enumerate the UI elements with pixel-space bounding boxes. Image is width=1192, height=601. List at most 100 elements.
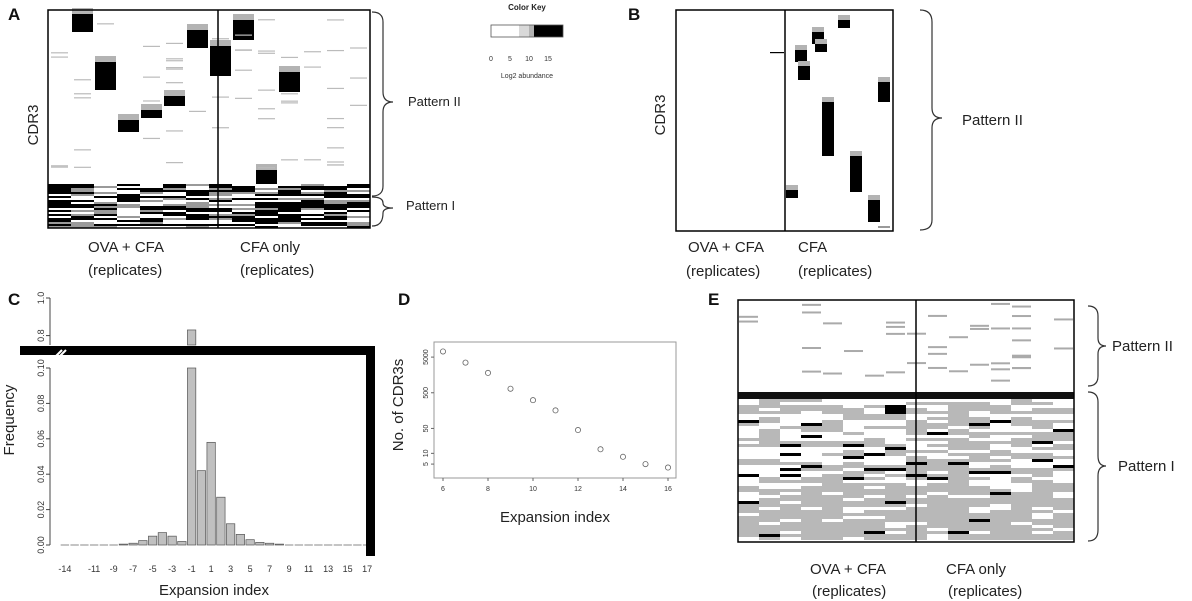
heatmap-cell xyxy=(1053,453,1074,456)
heatmap-cell xyxy=(969,507,990,510)
heatmap-cell xyxy=(186,208,209,210)
heatmap-cell xyxy=(802,311,821,314)
heatmap-cell xyxy=(864,402,885,405)
heatmap-cell xyxy=(143,100,160,102)
heatmap-cell xyxy=(1053,519,1074,522)
heatmap-cell xyxy=(801,468,822,471)
heatmap-cell xyxy=(1032,531,1053,534)
heatmap-cell xyxy=(885,513,906,516)
heatmap-cell xyxy=(1053,408,1074,411)
heatmap-cell xyxy=(278,192,301,194)
heatmap-cell xyxy=(759,534,780,537)
x-tick-label: 16 xyxy=(664,486,672,493)
heatmap-cell xyxy=(822,462,843,465)
heatmap-cell xyxy=(927,525,948,528)
heatmap-cell xyxy=(94,188,117,190)
heatmap-cell xyxy=(1011,420,1032,423)
heatmap-cell xyxy=(969,441,990,444)
heatmap-cell xyxy=(885,489,906,492)
heatmap-cell xyxy=(324,214,347,216)
heatmap-cell xyxy=(1011,537,1032,540)
heatmap-cell xyxy=(1032,525,1053,528)
heatmap-cell xyxy=(801,531,822,534)
heatmap-cell xyxy=(990,495,1011,498)
heatmap-cell xyxy=(948,414,969,417)
heatmap-cell xyxy=(927,486,948,489)
heatmap-cell xyxy=(1053,513,1074,516)
heatmap-cell xyxy=(885,522,906,525)
heatmap-cell xyxy=(990,489,1011,492)
heatmap-cell xyxy=(948,498,969,501)
heatmap-cell xyxy=(304,66,321,68)
heatmap-cell xyxy=(780,429,801,432)
heatmap-cell xyxy=(48,212,71,214)
y-axis-label: Frequency xyxy=(1,384,18,455)
heatmap-cell xyxy=(347,224,370,226)
heatmap-cell xyxy=(886,371,905,374)
heatmap-cell xyxy=(48,216,71,218)
heatmap-cell xyxy=(801,456,822,459)
heatmap-cell xyxy=(186,222,209,224)
heatmap-cell xyxy=(786,190,798,198)
heatmap-cell xyxy=(948,399,969,402)
panel-a: A CDR3 Pattern II Pattern I OVA + CFA (r… xyxy=(8,5,461,279)
heatmap-cell xyxy=(140,216,163,218)
heatmap-cell xyxy=(927,405,948,408)
panel-e-letter: E xyxy=(708,290,719,309)
heatmap-cell xyxy=(948,477,969,480)
heatmap-cell xyxy=(1011,531,1032,534)
heatmap-cell xyxy=(822,519,843,522)
heatmap-cell xyxy=(738,504,759,507)
heatmap-cell xyxy=(1053,447,1074,450)
heatmap-cell xyxy=(990,432,1011,435)
heatmap-cell xyxy=(1053,465,1074,468)
heatmap-cell xyxy=(301,214,324,216)
heatmap-cell xyxy=(838,20,850,28)
heatmap-cell xyxy=(969,426,990,429)
heatmap-cell xyxy=(801,471,822,474)
heatmap-cell xyxy=(990,483,1011,486)
heatmap-cell xyxy=(1011,525,1032,528)
heatmap-cell xyxy=(759,450,780,453)
heatmap-cell xyxy=(324,222,347,224)
heatmap-cell xyxy=(927,534,948,537)
heatmap-cell xyxy=(166,162,183,164)
bar xyxy=(187,329,197,346)
heatmap-cell xyxy=(822,492,843,495)
heatmap-cell xyxy=(347,188,370,190)
heatmap-cell xyxy=(878,77,890,82)
heatmap-cell xyxy=(822,426,843,429)
heatmap-cell xyxy=(780,501,801,504)
heatmap-cell xyxy=(864,483,885,486)
heatmap-cell xyxy=(990,471,1011,474)
heatmap-cell xyxy=(1012,305,1031,308)
heatmap-cell xyxy=(812,27,824,32)
heatmap-cell xyxy=(324,216,347,218)
heatmap-cell xyxy=(164,96,185,106)
heatmap-cell xyxy=(1011,441,1032,444)
heatmap-cell xyxy=(163,214,186,216)
heatmap-cell xyxy=(795,50,807,62)
heatmap-cell xyxy=(232,184,255,186)
heatmap-cell xyxy=(140,196,163,198)
heatmap-cell xyxy=(278,200,301,202)
heatmap-cell xyxy=(163,206,186,208)
heatmap-cell xyxy=(927,531,948,534)
heatmap-cell xyxy=(822,438,843,441)
heatmap-cell xyxy=(864,501,885,504)
heatmap-cell xyxy=(258,52,275,54)
heatmap-cell xyxy=(94,186,117,188)
heatmap-cell xyxy=(74,97,91,99)
heatmap-cell xyxy=(301,224,324,226)
x-tick-label: -3 xyxy=(168,564,176,574)
heatmap-cell xyxy=(850,151,862,156)
heatmap-cell xyxy=(186,218,209,220)
heatmap-cell xyxy=(738,492,759,495)
y-tick-label: 50 xyxy=(423,424,430,432)
heatmap-cell xyxy=(948,516,969,519)
heatmap-cell xyxy=(990,399,1011,402)
heatmap-cell xyxy=(1053,405,1074,408)
heatmap-cell xyxy=(1032,450,1053,453)
heatmap-cell xyxy=(990,456,1011,459)
bar xyxy=(187,367,197,546)
